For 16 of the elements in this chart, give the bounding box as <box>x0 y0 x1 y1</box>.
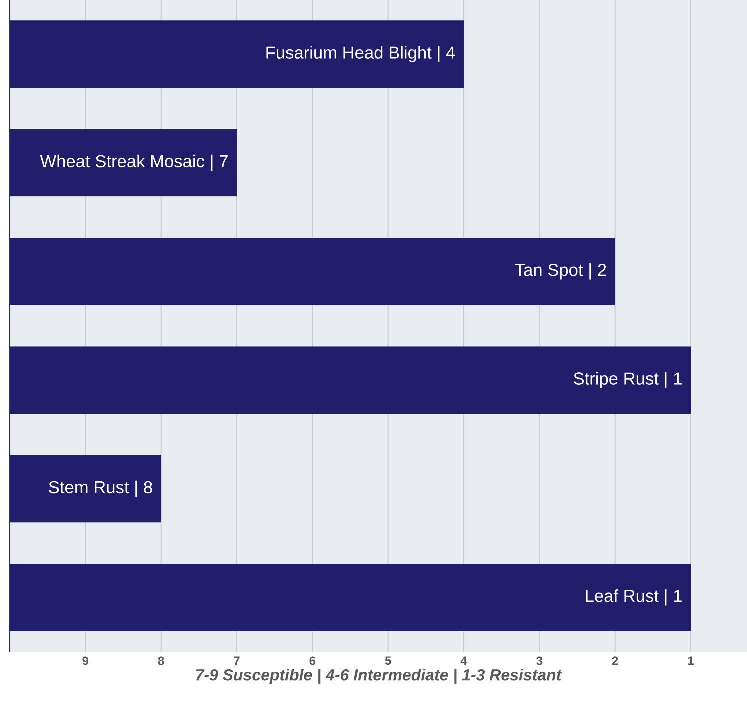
x-tick-label: 1 <box>688 656 694 665</box>
annotation: Fusarium Head Blight | 4 <box>266 46 456 62</box>
x-tick-label: 3 <box>536 656 543 666</box>
x-tick-label: 6 <box>310 656 316 666</box>
x-tick-label: 2 <box>612 656 618 666</box>
annotation: Tan Spot | 2 <box>515 264 606 280</box>
x-tick-label: 4 <box>460 656 468 665</box>
x-axis-title: 7-9 Susceptible | 4-6 Intermediate | 1-3 Resistant <box>196 669 562 684</box>
annotation: Wheat Streak Mosaic | 7 <box>40 154 228 172</box>
annotation: Stem Rust | 8 <box>49 480 152 498</box>
x-tick-label: 5 <box>385 656 392 666</box>
x-tick-label: 8 <box>158 656 164 666</box>
x-tick-label: 7 <box>234 656 240 665</box>
x-tick-label: 9 <box>82 656 89 666</box>
annotation: Stripe Rust | 1 <box>574 372 682 388</box>
annotation: Leaf Rust | 1 <box>586 590 682 606</box>
